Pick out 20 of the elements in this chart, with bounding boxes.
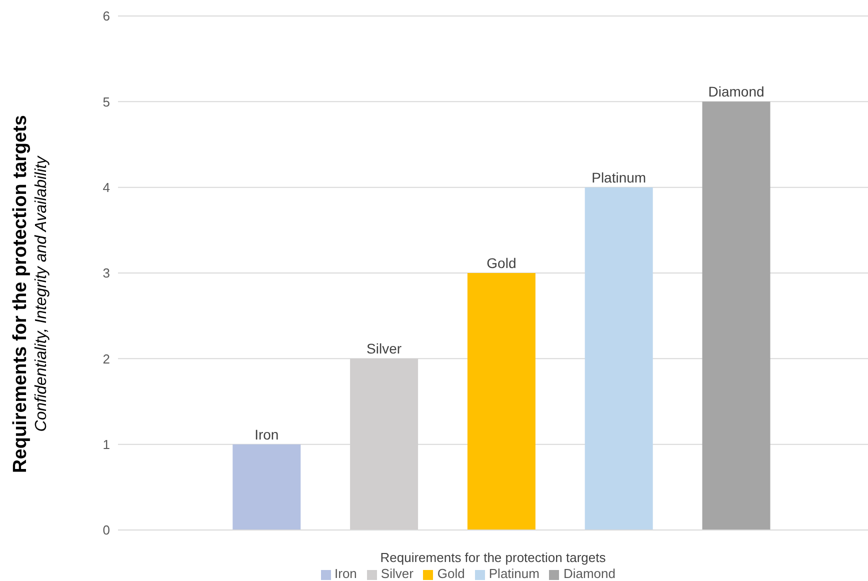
x-axis-title: Requirements for the protection targets [380, 550, 606, 565]
y-tick-label: 1 [102, 436, 110, 452]
text: Iron [254, 426, 279, 442]
text: Confidentiality, Integrity and Availability [33, 154, 51, 434]
y-tick-label: 0 [102, 522, 110, 538]
legend-label: Diamond [563, 566, 616, 581]
y-tick-label: 3 [102, 266, 110, 281]
y-tick-label: 2 [102, 351, 110, 366]
y-axis-title: Requirements for the protection targets [10, 114, 32, 475]
legend-label: Platinum [488, 566, 540, 581]
text: Diamond [708, 84, 764, 100]
y-tick-label: 6 [102, 8, 110, 24]
legend-label: Gold [437, 566, 465, 581]
text: Platinum [592, 169, 646, 186]
legend-label: Iron [334, 566, 357, 581]
text: Silver [366, 340, 402, 357]
y-tick-label: 5 [102, 94, 110, 110]
text: Gold [486, 255, 516, 271]
legend-label: Silver [380, 566, 414, 581]
y-tick-label: 4 [102, 180, 110, 195]
